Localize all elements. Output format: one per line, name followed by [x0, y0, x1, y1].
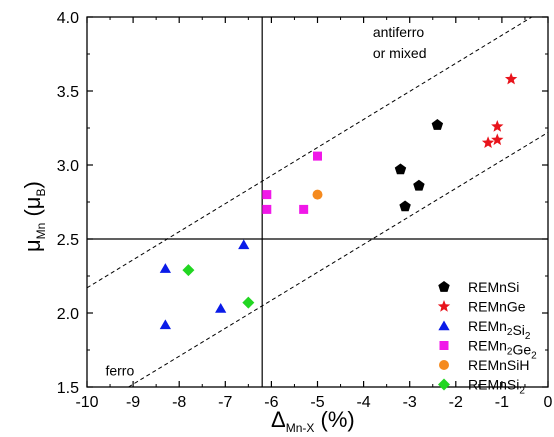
data-point — [215, 303, 227, 313]
plot-layer: -10 -9 -8 -7 -6 -5 -4 -3 -2 -1 01.52.02.53.03.54.0… — [20, 10, 553, 435]
data-point — [312, 189, 323, 200]
legend-label: REMnSi — [468, 279, 519, 295]
legend-item: REMnSi — [438, 279, 519, 295]
x-tick-label: -5 — [310, 394, 324, 411]
data-point — [159, 263, 171, 273]
y-tick-label: 3.5 — [57, 84, 79, 101]
legend-marker — [438, 320, 450, 331]
legend-marker — [439, 360, 449, 370]
data-point — [238, 239, 250, 250]
series-remn2ge2 — [262, 151, 322, 214]
x-tick-label: -9 — [126, 394, 140, 411]
legend-item: REMnSi2 — [438, 377, 525, 397]
y-tick-label: 1.5 — [57, 380, 79, 397]
series-remnsi — [394, 119, 444, 212]
legend-label: REMnSiH — [468, 357, 529, 373]
data-point — [262, 190, 272, 200]
y-tick-label: 2.0 — [57, 306, 79, 323]
x-tick-label: -1 — [495, 394, 509, 411]
region-annotation: or mixed — [373, 45, 427, 61]
x-tick-label: 0 — [544, 394, 553, 411]
y-tick-label: 3.0 — [57, 158, 79, 175]
legend-item: REMnSiH — [439, 357, 529, 373]
x-tick-label: -10 — [75, 394, 98, 411]
legend-marker — [439, 341, 449, 350]
x-tick-label: -3 — [403, 394, 417, 411]
legend-marker — [438, 281, 450, 292]
data-point — [491, 133, 504, 146]
legend-marker — [438, 378, 450, 391]
region-annotation: antiferro — [373, 24, 425, 40]
x-tick-label: -7 — [218, 394, 232, 411]
x-tick-label: -2 — [449, 394, 463, 411]
data-point — [159, 319, 171, 330]
legend-item: REMn2Ge2 — [439, 338, 537, 362]
dashed-boundary-line — [86, 16, 533, 289]
y-axis-title: μMn (μB) — [20, 181, 48, 252]
data-point — [299, 204, 309, 214]
region-annotation: ferro — [105, 363, 134, 379]
data-point — [491, 120, 504, 132]
series-remnge — [481, 72, 518, 149]
x-tick-label: -6 — [264, 394, 278, 411]
series-remn2si2 — [159, 239, 250, 330]
legend-item: REMn2Si2 — [438, 318, 531, 342]
data-point — [262, 204, 272, 214]
data-point — [413, 179, 425, 191]
dashed-boundary-line — [128, 132, 549, 388]
data-point — [242, 296, 255, 309]
legend-item: REMnGe — [437, 299, 526, 315]
y-tick-label: 2.5 — [57, 232, 79, 249]
data-point — [399, 200, 411, 212]
data-point — [504, 72, 518, 85]
x-tick-label: -8 — [172, 394, 186, 411]
x-tick-label: -4 — [356, 394, 370, 411]
legend-label: REMnSi2 — [468, 377, 525, 397]
legend-label: REMnGe — [468, 299, 526, 315]
data-point — [313, 151, 322, 161]
series-remnsih — [312, 189, 323, 200]
legend-marker — [437, 300, 451, 312]
series-remnsi2 — [182, 264, 255, 309]
data-point — [481, 136, 495, 149]
data-point — [182, 264, 195, 277]
legend-label: REMn2Si2 — [468, 318, 531, 342]
data-point — [431, 119, 444, 130]
legend-label: REMn2Ge2 — [468, 338, 537, 362]
y-tick-label: 4.0 — [57, 10, 79, 27]
data-point — [394, 163, 407, 175]
x-axis-title: ΔMn-X (%) — [271, 407, 355, 435]
